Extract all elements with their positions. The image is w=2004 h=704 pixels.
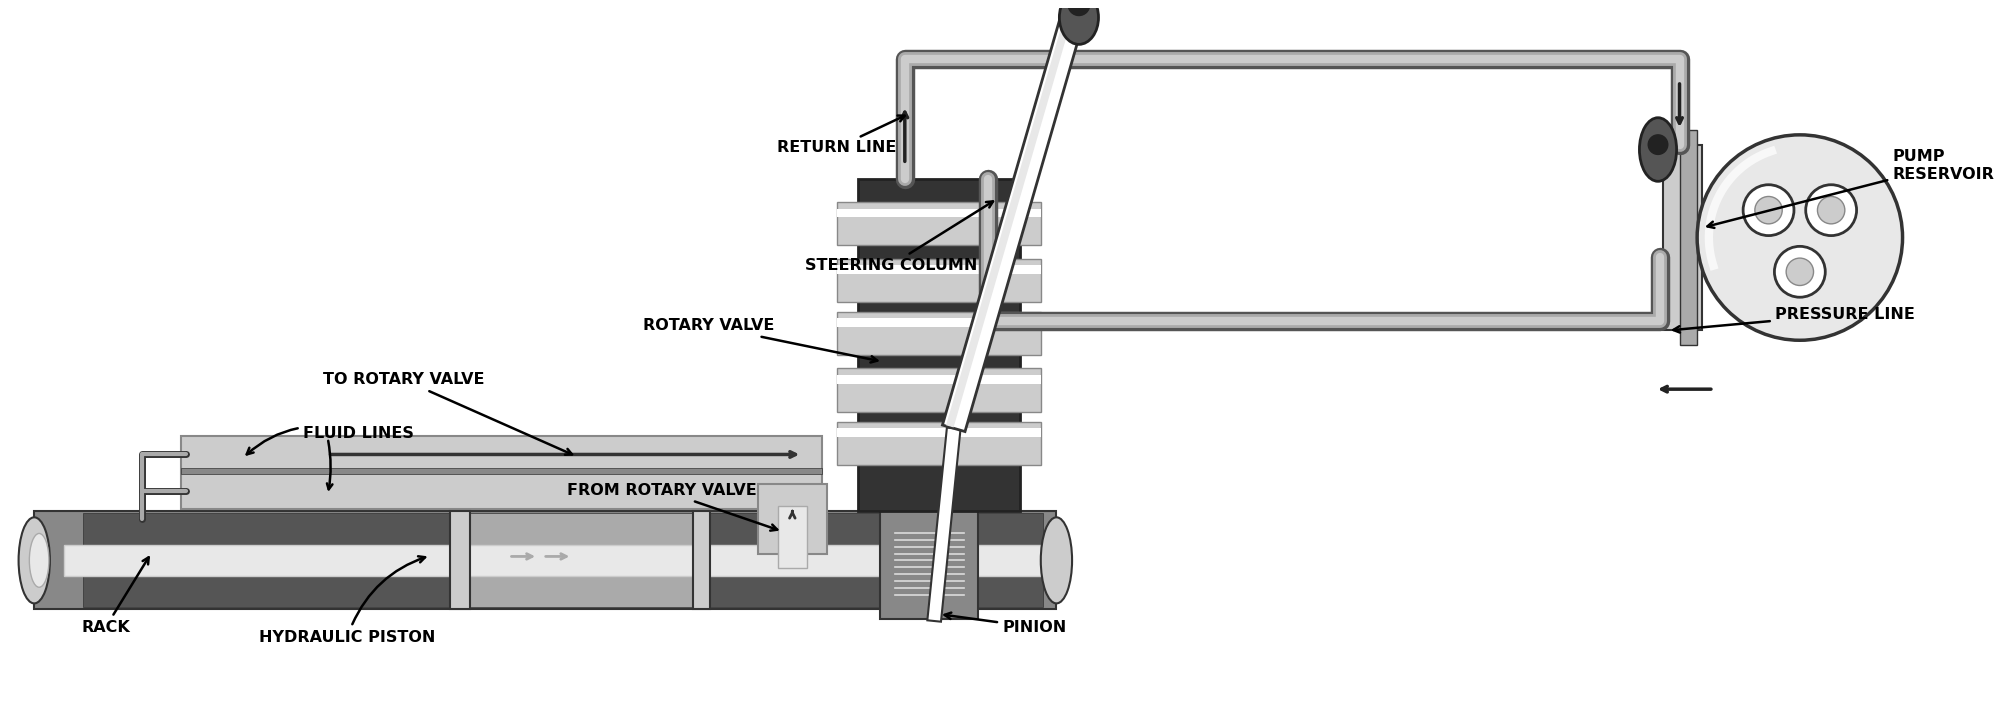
Bar xyxy=(693,511,709,609)
Ellipse shape xyxy=(1060,0,1098,44)
Text: TO ROTARY VALVE: TO ROTARY VALVE xyxy=(323,372,571,455)
Bar xyxy=(1663,144,1701,330)
Bar xyxy=(709,513,1042,608)
Text: PRESSURE LINE: PRESSURE LINE xyxy=(1673,307,1916,332)
Text: PINION: PINION xyxy=(944,612,1066,635)
Bar xyxy=(838,265,1042,274)
Bar xyxy=(838,312,1042,355)
Bar xyxy=(838,202,1042,246)
Bar xyxy=(838,258,1042,302)
Polygon shape xyxy=(928,427,960,622)
Bar xyxy=(838,422,1042,465)
Bar xyxy=(34,511,1056,609)
Text: HYDRAULIC PISTON: HYDRAULIC PISTON xyxy=(259,556,435,645)
Bar xyxy=(858,179,1020,511)
Circle shape xyxy=(1786,258,1814,286)
Ellipse shape xyxy=(30,534,48,587)
Text: STEERING COLUMN: STEERING COLUMN xyxy=(804,201,994,273)
Circle shape xyxy=(1774,246,1826,297)
Ellipse shape xyxy=(1647,135,1667,154)
Bar xyxy=(180,436,822,510)
Bar xyxy=(82,513,455,608)
Bar xyxy=(180,468,822,474)
Polygon shape xyxy=(942,19,1082,432)
Bar xyxy=(838,375,1042,384)
Bar xyxy=(64,545,1056,576)
Bar xyxy=(778,505,808,568)
Polygon shape xyxy=(946,19,1070,427)
Ellipse shape xyxy=(18,517,50,603)
Circle shape xyxy=(1697,135,1902,340)
Circle shape xyxy=(1806,184,1856,236)
Bar xyxy=(758,484,826,553)
Ellipse shape xyxy=(1040,517,1072,603)
Ellipse shape xyxy=(1639,118,1677,182)
Circle shape xyxy=(1818,196,1846,224)
Text: RACK: RACK xyxy=(82,558,148,635)
Bar xyxy=(469,513,695,608)
Bar xyxy=(451,511,469,609)
Bar xyxy=(838,368,1042,412)
Bar xyxy=(838,208,1042,218)
Ellipse shape xyxy=(1068,0,1090,15)
Text: FLUID LINES: FLUID LINES xyxy=(246,426,415,454)
Text: RETURN LINE: RETURN LINE xyxy=(778,115,904,156)
Bar xyxy=(1679,130,1697,345)
Bar xyxy=(880,507,978,619)
Circle shape xyxy=(1743,184,1794,236)
Circle shape xyxy=(1756,196,1782,224)
Bar xyxy=(838,428,1042,436)
Bar xyxy=(838,318,1042,327)
Text: FROM ROTARY VALVE: FROM ROTARY VALVE xyxy=(567,483,778,531)
Text: ROTARY VALVE: ROTARY VALVE xyxy=(643,318,878,363)
Text: PUMP
RESERVOIR: PUMP RESERVOIR xyxy=(1707,149,1994,228)
